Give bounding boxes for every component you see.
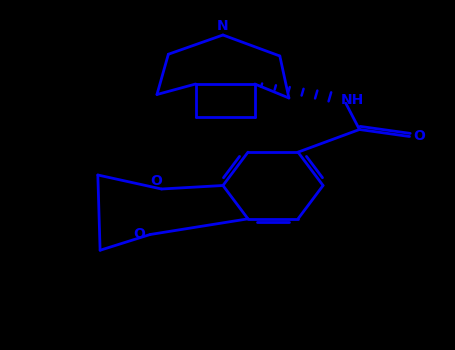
Text: NH: NH	[341, 93, 364, 107]
Text: N: N	[217, 19, 229, 33]
Text: O: O	[133, 228, 145, 241]
Text: O: O	[150, 174, 162, 188]
Text: O: O	[414, 130, 425, 144]
